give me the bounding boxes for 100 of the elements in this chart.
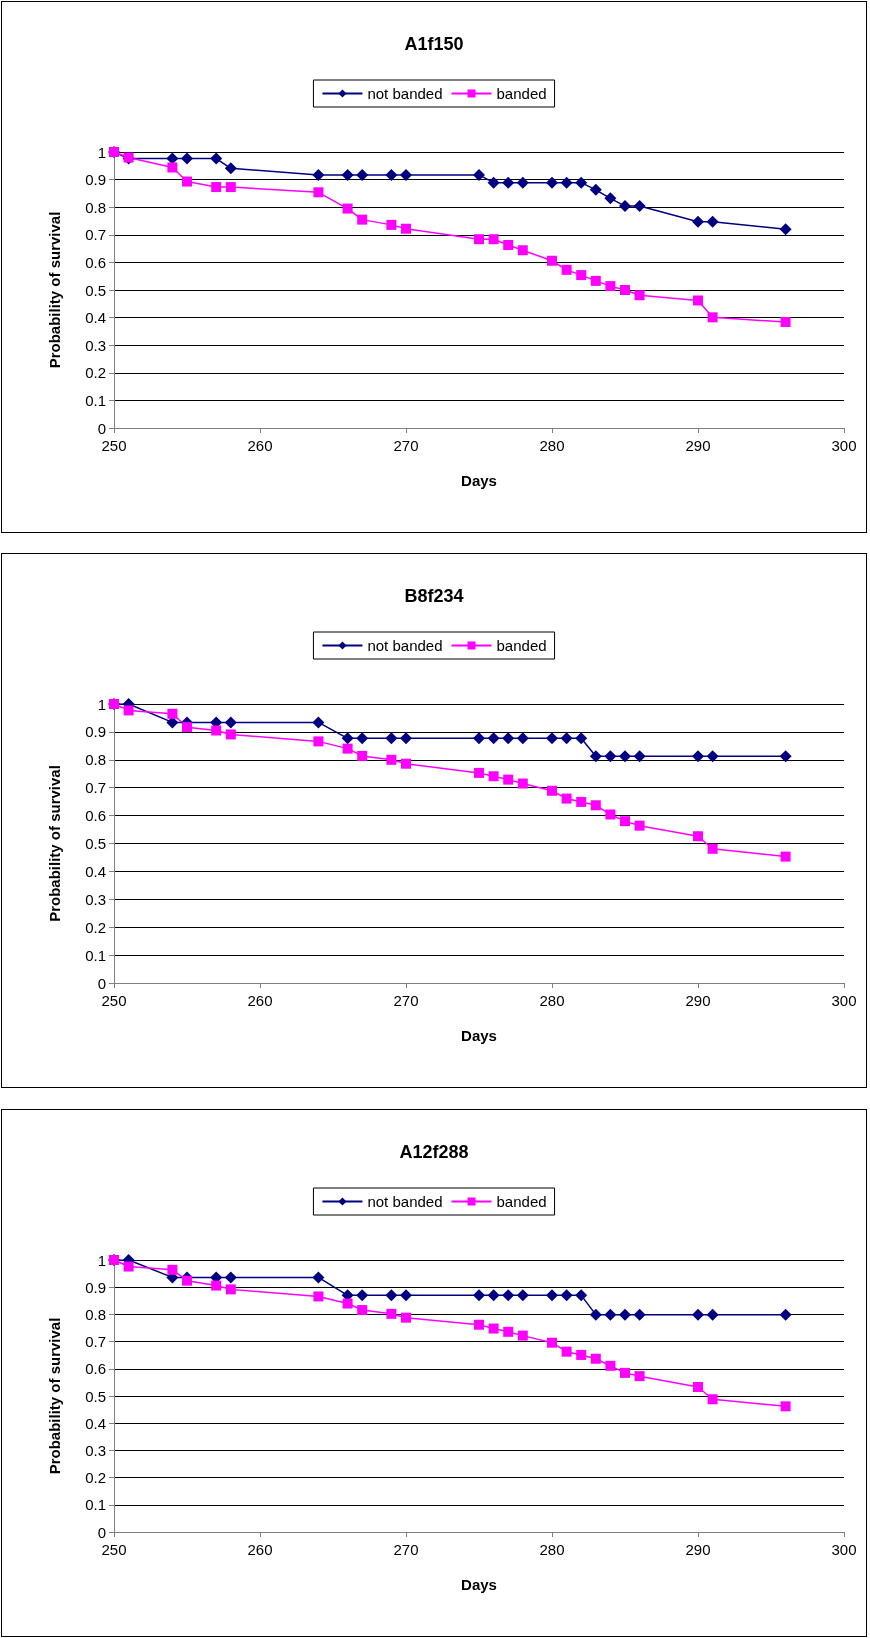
- point: [576, 796, 587, 807]
- y-tick-label: 0.1: [85, 946, 106, 964]
- point: [560, 732, 573, 745]
- point: [400, 168, 412, 181]
- y-tick-label: 0.2: [85, 1469, 106, 1487]
- point: [342, 203, 353, 214]
- y-tick-label: 0.4: [85, 1414, 106, 1432]
- point: [620, 816, 630, 827]
- point: [547, 785, 557, 796]
- point: [604, 192, 617, 205]
- y-tick-label: 0.9: [85, 723, 106, 741]
- point: [707, 843, 718, 854]
- point: [575, 1289, 588, 1302]
- point: [590, 800, 601, 811]
- point: [224, 1271, 237, 1284]
- point: [401, 1312, 411, 1323]
- point: [634, 820, 645, 831]
- point: [313, 1291, 324, 1302]
- point: [312, 716, 325, 729]
- point: [780, 1401, 791, 1412]
- point: [400, 732, 412, 745]
- y-tick-label: 0: [97, 974, 106, 992]
- y-tick-label: 0.4: [85, 862, 106, 880]
- point: [589, 1308, 602, 1321]
- point: [516, 1289, 529, 1302]
- point: [575, 732, 588, 745]
- point: [474, 234, 484, 245]
- point: [605, 1360, 616, 1371]
- point: [357, 750, 368, 761]
- point: [385, 168, 398, 181]
- y-tick-label: 0.5: [85, 281, 106, 299]
- y-tick-label: 0.3: [85, 336, 106, 354]
- point: [706, 750, 719, 763]
- point: [488, 771, 499, 782]
- point: [211, 725, 222, 736]
- point: [560, 1289, 573, 1302]
- x-tick-label: 260: [247, 437, 273, 454]
- y-tick-label: 0.6: [85, 807, 106, 825]
- point: [633, 200, 646, 213]
- point: [634, 1371, 645, 1382]
- chart-title: A12f288: [399, 1142, 469, 1162]
- point: [356, 732, 369, 745]
- point: [634, 290, 645, 301]
- point: [546, 1289, 558, 1302]
- point: [692, 1308, 704, 1321]
- point: [401, 223, 411, 234]
- y-tick-label: 0.2: [85, 918, 106, 936]
- point: [342, 1298, 353, 1309]
- y-tick-label: 0.9: [85, 171, 106, 189]
- point: [517, 1330, 528, 1341]
- point: [473, 732, 485, 745]
- point: [604, 750, 617, 763]
- point: [487, 732, 500, 745]
- point: [167, 1264, 178, 1275]
- point: [182, 176, 192, 187]
- point: [620, 285, 630, 295]
- point: [576, 270, 587, 281]
- x-tick-label: 290: [685, 437, 711, 454]
- chart-title: B8f234: [404, 586, 464, 606]
- point: [488, 234, 499, 245]
- x-tick-label: 250: [101, 437, 127, 454]
- x-tick-label: 300: [831, 1541, 857, 1558]
- point: [780, 317, 791, 328]
- point: [386, 219, 397, 230]
- point: [474, 1319, 484, 1330]
- x-tick-label: 300: [831, 992, 857, 1009]
- point: [386, 754, 397, 765]
- y-tick-label: 0.3: [85, 1441, 106, 1459]
- y-tick-label: 0.2: [85, 364, 106, 382]
- point: [357, 1305, 368, 1316]
- point: [633, 1308, 646, 1321]
- y-tick-label: 0.3: [85, 890, 106, 908]
- point: [356, 168, 369, 181]
- point: [707, 1394, 718, 1405]
- x-tick-label: 280: [539, 437, 565, 454]
- point: [224, 162, 237, 175]
- y-tick-label: 0.1: [85, 1496, 106, 1514]
- point: [224, 716, 237, 729]
- x-tick-label: 260: [247, 1541, 273, 1558]
- y-tick-label: 0.9: [85, 1278, 106, 1296]
- x-axis-title: Days: [461, 472, 497, 489]
- point: [473, 168, 485, 181]
- y-tick-label: 0.7: [85, 1333, 106, 1351]
- point: [516, 732, 529, 745]
- point: [502, 176, 515, 189]
- legend-label: not banded: [367, 637, 443, 654]
- point: [211, 182, 222, 193]
- point: [620, 1367, 630, 1378]
- point: [693, 295, 703, 306]
- point: [385, 1289, 398, 1302]
- y-tick-label: 0.5: [85, 835, 106, 852]
- point: [503, 774, 514, 785]
- point: [474, 767, 484, 778]
- point: [779, 750, 792, 763]
- point: [225, 182, 236, 193]
- y-tick-label: 0.1: [85, 391, 106, 409]
- point: [692, 215, 704, 228]
- point: [225, 1284, 236, 1295]
- x-axis-title: Days: [461, 1576, 497, 1593]
- point: [400, 1289, 412, 1302]
